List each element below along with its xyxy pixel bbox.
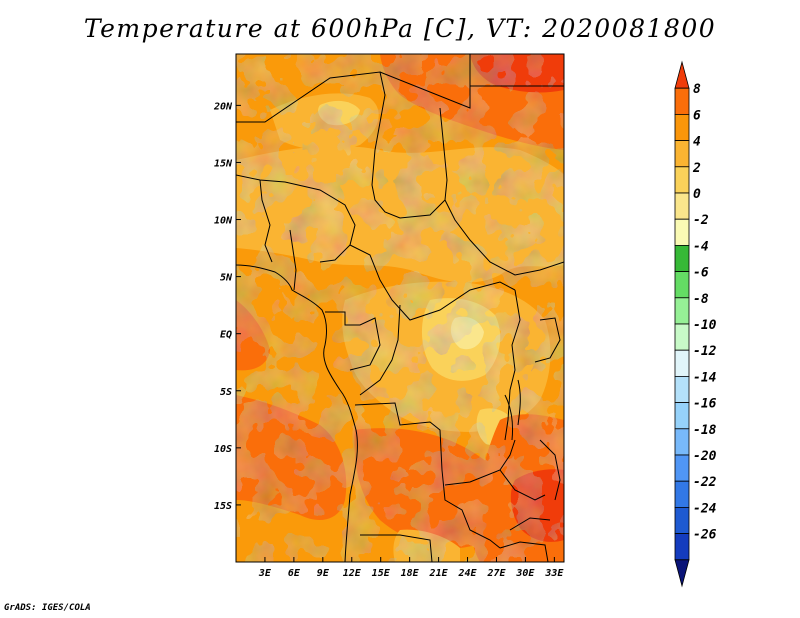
colorbar-label: -22 — [693, 475, 717, 490]
colorbar-box — [674, 454, 690, 482]
grads-credit: GrADS: IGES/COLA — [4, 603, 91, 613]
colorbar-box — [674, 297, 690, 325]
x-tick-label: 9E — [317, 568, 330, 579]
colorbar-label: -20 — [693, 449, 717, 464]
y-tick-label: 20N — [213, 101, 233, 112]
country-borders — [236, 54, 564, 562]
colorbar: 8 6 4 2 0 -2 -4 -6 -8 -10 -12 -14 -16 -18 -20 -22 -24 -26 — [674, 60, 717, 588]
colorbar-box — [674, 533, 690, 561]
colorbar-label: 0 — [693, 187, 701, 202]
x-tick-label: 27E — [486, 568, 506, 579]
colorbar-label: -6 — [693, 266, 709, 281]
map-area — [236, 54, 564, 562]
map-frame — [235, 53, 565, 563]
colorbar-bottom-arrow — [674, 559, 690, 588]
x-tick-label: 33E — [544, 568, 564, 579]
colorbar-label: 4 — [693, 135, 701, 150]
colorbar-label: -2 — [693, 213, 709, 228]
colorbar-label: 8 — [693, 82, 701, 97]
x-tick-label: 30E — [515, 568, 535, 579]
y-tick-label: 15N — [214, 158, 233, 169]
colorbar-label: -18 — [693, 423, 717, 438]
colorbar-box — [674, 506, 690, 534]
colorbar-box — [674, 480, 690, 508]
x-tick-label: 6E — [288, 568, 301, 579]
colorbar-box — [674, 428, 690, 456]
colorbar-box — [674, 87, 690, 115]
colorbar-label: -24 — [693, 501, 717, 516]
colorbar-label: -10 — [693, 318, 717, 333]
y-axis: 20N 15N 10N 5N EQ 5S 10S 15S — [213, 101, 241, 512]
colorbar-box — [674, 166, 690, 194]
colorbar-box — [674, 375, 690, 403]
colorbar-label: 2 — [692, 161, 701, 176]
x-tick-label: 21E — [429, 568, 449, 579]
colorbar-box — [674, 323, 690, 351]
x-tick-label: 24E — [457, 568, 477, 579]
colorbar-box — [674, 349, 690, 377]
colorbar-label: -8 — [693, 292, 709, 307]
x-tick-label: 15E — [372, 568, 391, 579]
colorbar-label: -16 — [693, 397, 717, 412]
colorbar-box — [674, 218, 690, 246]
colorbar-box — [674, 244, 690, 272]
colorbar-box — [674, 271, 690, 299]
y-tick-label: EQ — [220, 330, 232, 341]
y-tick-label: 10S — [214, 444, 232, 455]
colorbar-box — [674, 192, 690, 220]
colorbar-label: -26 — [693, 528, 717, 543]
colorbar-label: -12 — [693, 344, 717, 359]
y-tick-label: 5N — [220, 273, 233, 284]
map-title: Temperature at 600hPa [C], VT: 202008180… — [83, 14, 717, 43]
y-tick-label: 10N — [214, 216, 233, 227]
colorbar-label: -4 — [693, 239, 709, 254]
x-tick-label: 12E — [343, 568, 362, 579]
x-tick-label: 3E — [258, 568, 272, 579]
x-tick-label: 18E — [401, 568, 420, 579]
colorbar-box — [674, 140, 690, 168]
x-axis: 3E 6E 9E 12E 15E 18E 21E 24E 27E 30E 33E — [258, 557, 564, 579]
colorbar-label: -14 — [693, 370, 717, 385]
colorbar-top-arrow — [674, 60, 690, 89]
colorbar-box — [674, 114, 690, 142]
colorbar-label: 6 — [693, 108, 701, 123]
y-tick-label: 5S — [220, 387, 232, 398]
y-tick-label: 15S — [214, 501, 232, 512]
colorbar-box — [674, 402, 690, 430]
